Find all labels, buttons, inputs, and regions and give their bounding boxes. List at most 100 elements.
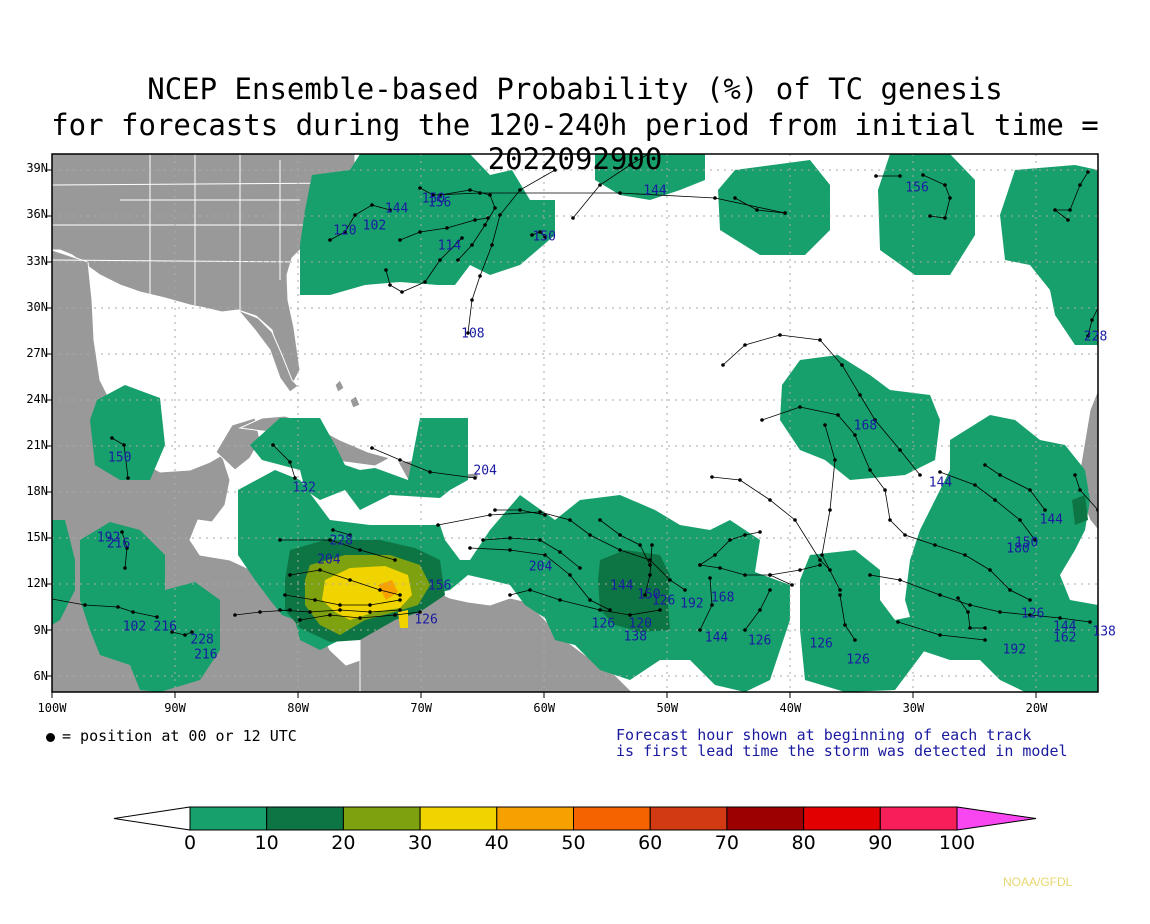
storm-position-dot [436,523,440,527]
forecast-hour-label: 204 [317,552,341,568]
storm-position-dot [125,546,129,550]
storm-position-dot [456,258,460,262]
storm-position-dot [553,168,557,172]
storm-position-dot [1078,488,1082,492]
storm-position-dot [1008,588,1012,592]
colorbar-label: 30 [408,832,433,854]
colorbar-label: 40 [484,832,509,854]
storm-position-dot [313,598,317,602]
storm-position-dot [183,633,187,637]
lon-tick-label: 100W [37,701,67,715]
storm-position-dot [368,610,372,614]
lon-tick-label: 50W [656,701,679,715]
storm-position-dot [648,573,652,577]
storm-position-dot [768,573,772,577]
storm-position-dot [488,193,492,197]
storm-position-dot [393,613,397,617]
storm-position-dot [318,568,322,572]
storm-position-dot [943,216,947,220]
position-legend-text: = position at 00 or 12 UTC [62,727,297,745]
storm-position-dot [558,598,562,602]
storm-position-dot [898,578,902,582]
storm-position-dot [460,236,464,240]
forecast-hour-label: 126 [747,633,772,649]
storm-position-dot [470,243,474,247]
storm-position-dot [836,413,840,417]
storm-position-dot [288,460,292,464]
storm-position-dot [1086,334,1090,338]
storm-position-dot [473,218,477,222]
lat-tick-label: 24N [26,391,48,406]
forecast-hour-label: 144 [1039,512,1063,528]
storm-position-dot [370,446,374,450]
storm-position-dot [588,598,592,602]
storm-position-dot [618,191,622,195]
storm-position-dot [818,338,822,342]
storm-position-dot [873,418,877,422]
storm-position-dot [498,213,502,217]
forecast-hour-label: 168 [853,418,878,434]
lon-tick-label: 70W [410,701,433,715]
storm-position-dot [418,186,422,190]
storm-position-dot [858,393,862,397]
title-line-2: for forecasts during the 120-240h period… [51,108,1099,176]
storm-position-dot [398,458,402,462]
storm-position-dot [1018,518,1022,522]
storm-position-dot [558,550,562,554]
lat-tick-label: 6N [33,668,48,683]
storm-position-dot [1028,598,1032,602]
storm-position-dot [538,230,542,234]
storm-position-dot [868,468,872,472]
storm-position-dot [233,613,237,617]
forecast-hour-label: 150 [107,450,132,466]
probability-50-60 [378,580,398,600]
storm-position-dot [428,470,432,474]
storm-position-dot [468,188,472,192]
storm-position-dot [833,458,837,462]
storm-position-dot [1058,616,1062,620]
lon-tick-label: 30W [902,701,925,715]
storm-position-dot [683,588,687,592]
storm-position-dot [388,283,392,287]
colorbar-label: 80 [791,832,816,854]
storm-position-dot [155,615,159,619]
storm-positions [83,163,1098,642]
storm-position-dot [478,274,482,278]
storm-position-dot [983,638,987,642]
storm-position-dot [538,538,542,542]
forecast-hour-label: 156 [427,195,452,211]
storm-position-dot [956,596,960,600]
storm-position-dot [568,573,572,577]
storm-position-dot [760,418,764,422]
storm-position-dot [838,588,842,592]
colorbar-segment [879,806,958,831]
colorbar-segment [803,806,881,831]
storm-position-dot [131,610,135,614]
storm-position-dot [928,214,932,218]
forecast-hour-label: 126 [651,593,676,609]
storm-position-dot [618,533,622,537]
forecast-hour-label: 216 [194,647,218,663]
storm-position-dot [588,533,592,537]
colorbar-label: 90 [868,832,893,854]
map-frame [51,153,1099,693]
colorbar-label: 50 [561,832,586,854]
storm-position-dot [983,626,987,630]
storm-position-dot [571,216,575,220]
storm-position-dot [126,476,130,480]
forecast-hour-label: 228 [190,632,214,648]
storm-position-dot [468,546,472,550]
storm-position-dot [543,235,547,239]
storm-position-dot [966,610,970,614]
storm-position-dot [488,513,492,517]
storm-position-dot [963,553,967,557]
storm-position-dot [743,628,747,632]
storm-position-dot [1033,538,1037,542]
storm-position-dot [358,616,362,620]
storm-position-dot [293,476,297,480]
storm-position-dot [508,548,512,552]
forecast-hour-label: 132 [292,480,317,496]
storm-position-dot [1053,208,1057,212]
storm-position-dot [543,513,547,517]
storm-position-dot [598,183,602,187]
